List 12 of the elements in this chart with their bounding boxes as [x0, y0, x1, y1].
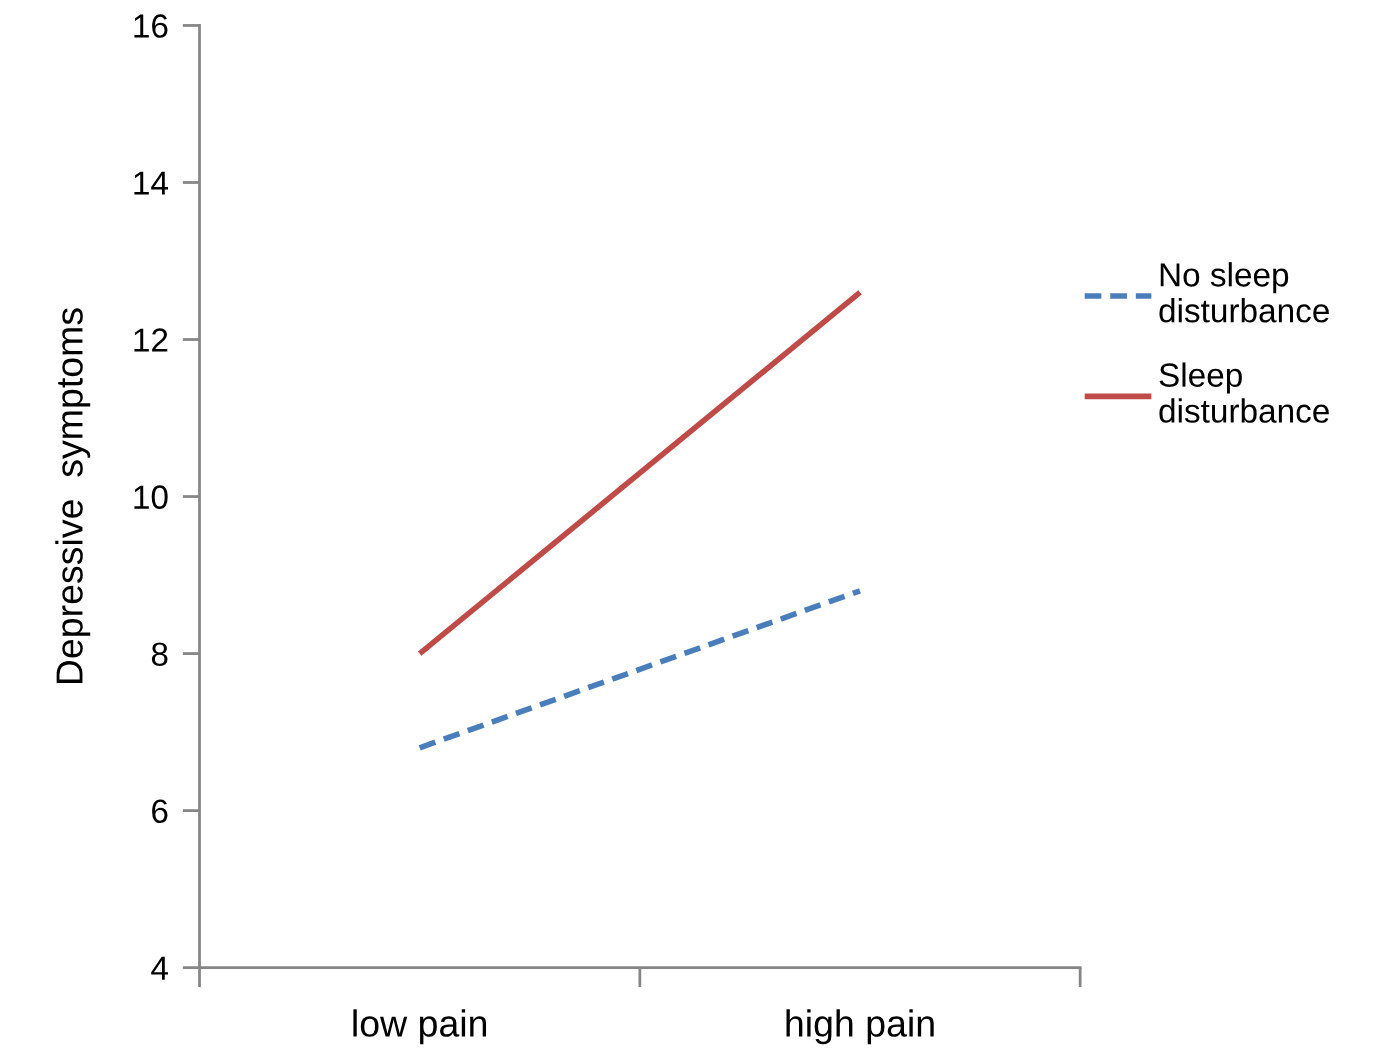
y-tick-label: 14 — [134, 171, 168, 195]
y-tick-label: 16 — [134, 14, 168, 38]
legend-label: No sleep disturbance — [1159, 262, 1329, 323]
legend-label: Sleep disturbance — [1159, 362, 1329, 423]
y-tick-label: 12 — [134, 328, 168, 352]
y-tick-label: 10 — [134, 485, 168, 509]
y-axis-title: Depressive symptoms — [55, 308, 91, 684]
y-tick-label: 8 — [151, 642, 168, 666]
y-tick-label: 4 — [151, 956, 168, 980]
x-tick-label: low pain — [353, 1009, 487, 1045]
x-tick-label: high pain — [786, 1009, 934, 1045]
y-tick-label: 6 — [152, 799, 168, 824]
